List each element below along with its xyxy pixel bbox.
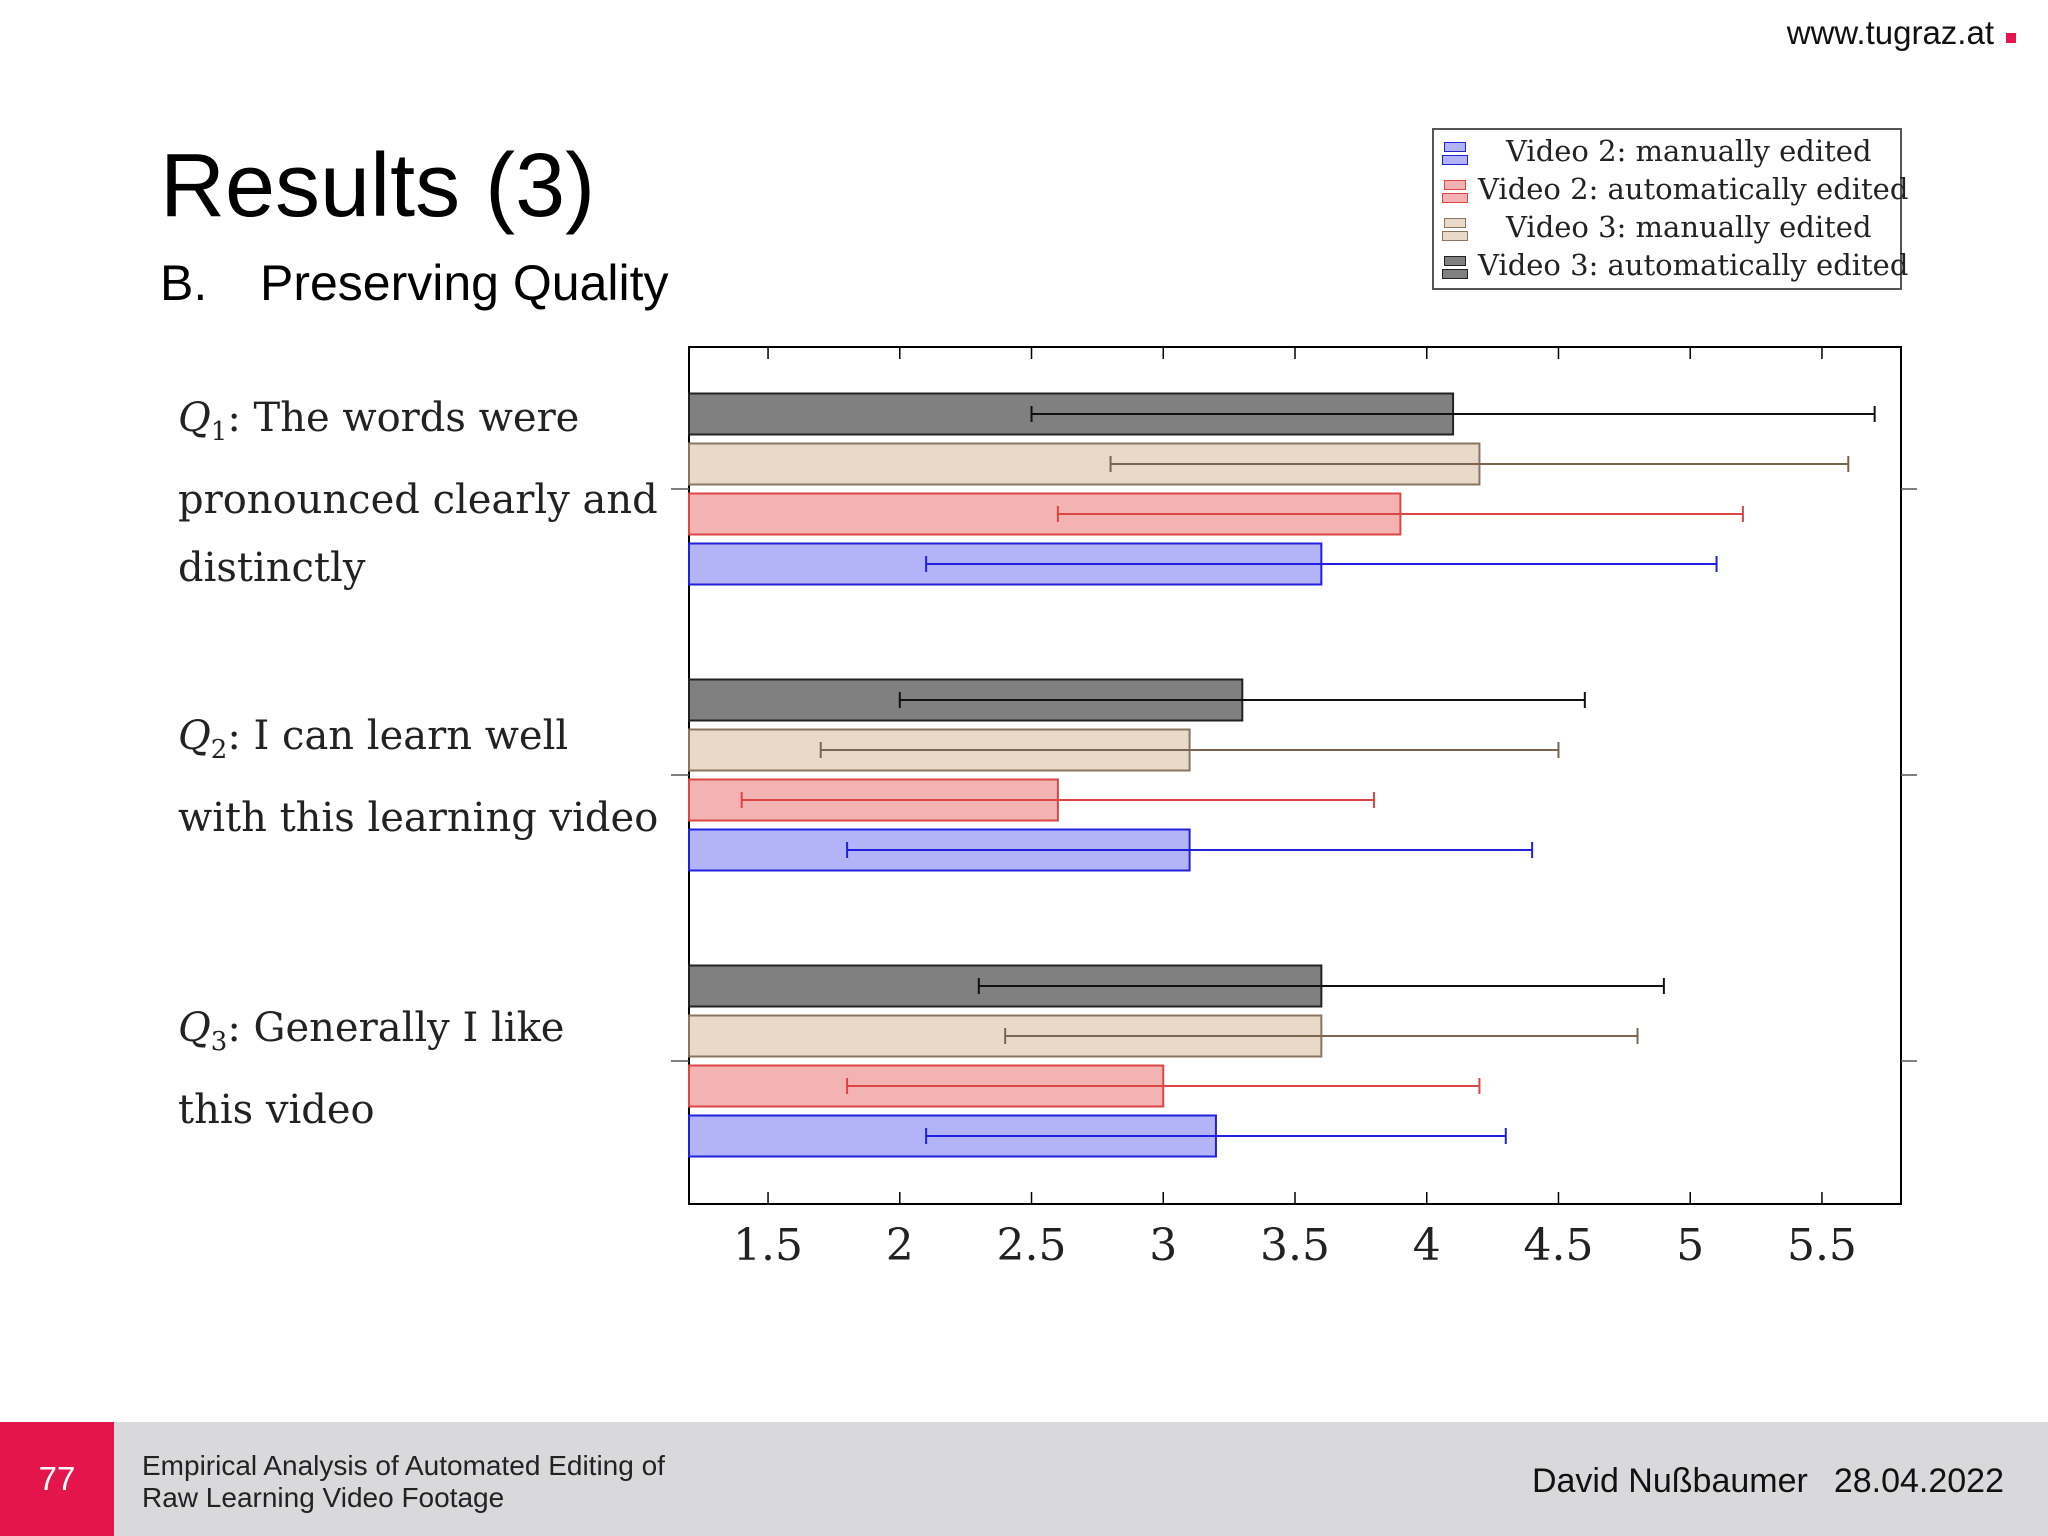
site-url[interactable]: www.tugraz.at bbox=[1786, 14, 1994, 51]
footer-title: Empirical Analysis of Automated Editing … bbox=[142, 1450, 665, 1514]
subtitle-text: Preserving Quality bbox=[260, 255, 669, 311]
footer-meta: David Nußbaumer 28.04.2022 bbox=[1532, 1462, 2004, 1501]
legend-item-v2-manual: Video 2: manually edited bbox=[1434, 134, 1900, 172]
page-number: 77 bbox=[0, 1422, 114, 1536]
legend-swatch bbox=[1442, 218, 1468, 242]
question-line: this video bbox=[178, 1087, 375, 1133]
legend-swatch bbox=[1442, 256, 1468, 280]
footer-date: 28.04.2022 bbox=[1833, 1462, 2004, 1500]
footer-author: David Nußbaumer bbox=[1531, 1462, 1808, 1500]
footer-title-line: Raw Learning Video Footage bbox=[142, 1482, 505, 1513]
subtitle-number: B. bbox=[160, 255, 208, 311]
x-tick-label: 3.5 bbox=[1260, 1220, 1330, 1271]
x-tick-label: 2.5 bbox=[997, 1220, 1067, 1271]
question-line: pronounced clearly and bbox=[178, 477, 658, 523]
brand-square-icon bbox=[2006, 33, 2016, 43]
question-label-q1: Q1: The words were pronounced clearly an… bbox=[178, 384, 678, 602]
footer-bar: 77 Empirical Analysis of Automated Editi… bbox=[0, 1422, 2048, 1536]
legend-label: Video 2: automatically edited bbox=[1478, 172, 1909, 206]
question-label-q2: Q2: I can learn well with this learning … bbox=[178, 702, 678, 852]
legend-label: Video 3: manually edited bbox=[1506, 210, 1872, 244]
x-tick-label: 4.5 bbox=[1523, 1220, 1593, 1271]
x-tick-label: 2 bbox=[886, 1220, 914, 1271]
question-line: distinctly bbox=[178, 545, 366, 591]
question-line: Q2: I can learn well bbox=[178, 713, 569, 765]
footer-title-line: Empirical Analysis of Automated Editing … bbox=[142, 1450, 665, 1481]
x-tick-label: 3 bbox=[1149, 1220, 1177, 1271]
legend-item-v3-auto: Video 3: automatically edited bbox=[1434, 248, 1908, 286]
question-line: Q1: The words were bbox=[178, 395, 580, 447]
legend-item-v2-auto: Video 2: automatically edited bbox=[1434, 172, 1908, 210]
slide-subtitle: B. Preserving Quality bbox=[160, 254, 669, 312]
legend-swatch bbox=[1442, 180, 1468, 204]
x-tick-label: 4 bbox=[1413, 1220, 1441, 1271]
x-tick-label: 1.5 bbox=[733, 1220, 803, 1271]
question-line: with this learning video bbox=[178, 795, 659, 841]
question-line: Q3: Generally I like bbox=[178, 1005, 565, 1057]
question-label-q3: Q3: Generally I like this video bbox=[178, 994, 678, 1144]
x-tick-label: 5 bbox=[1676, 1220, 1704, 1271]
legend-swatch bbox=[1442, 142, 1468, 166]
bar-chart: 1.5 2 2.5 3 3.5 4 4.5 5 5.5 bbox=[671, 346, 1917, 1271]
legend-label: Video 3: automatically edited bbox=[1478, 248, 1909, 282]
slide-title: Results (3) bbox=[160, 136, 596, 236]
legend-item-v3-manual: Video 3: manually edited bbox=[1434, 210, 1900, 248]
x-tick-label: 5.5 bbox=[1787, 1220, 1857, 1271]
chart-legend: Video 2: manually edited Video 2: automa… bbox=[1432, 128, 1908, 290]
legend-label: Video 2: manually edited bbox=[1506, 134, 1872, 168]
